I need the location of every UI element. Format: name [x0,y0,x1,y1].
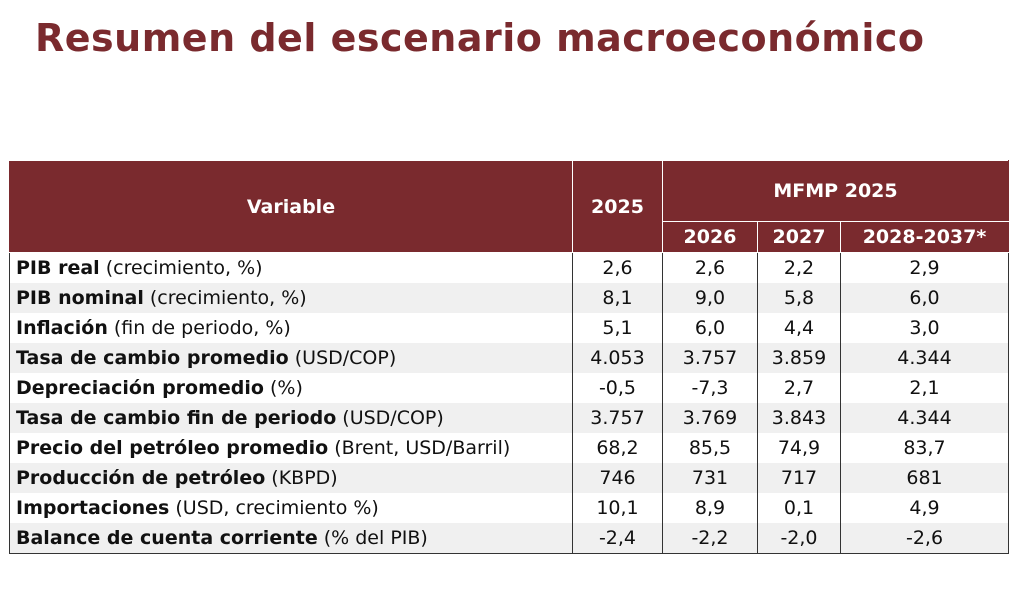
header-mfmp-group: MFMP 2025 [661,160,1010,222]
table-row: Importaciones (USD, crecimiento %) 10,1 … [9,493,1010,523]
header-year-2028-2037: 2028-2037* [839,221,1010,253]
value-2025: 8,1 [572,283,663,313]
page-title: Resumen del escenario macroeconómico [35,16,925,60]
value-2025: 3.757 [572,403,663,433]
value-2027: 2,7 [757,373,841,403]
row-label: Importaciones (USD, crecimiento %) [9,493,573,523]
row-label: Inflación (fin de periodo, %) [9,313,573,343]
variable-unit: (Brent, USD/Barril) [328,437,511,459]
table-row: Precio del petróleo promedio (Brent, USD… [9,433,1010,463]
value-2028-2037: 4,9 [839,493,1010,523]
variable-unit: (crecimiento, %) [99,257,263,279]
variable-unit: (fin de periodo, %) [107,317,291,339]
table-row: Inflación (fin de periodo, %) 5,1 6,0 4,… [9,313,1010,343]
variable-unit: (KBPD) [265,467,338,489]
value-2025: 5,1 [572,313,663,343]
variable-unit: (USD/COP) [288,347,397,369]
header-year-2026: 2026 [662,221,758,253]
value-2026: 3.769 [662,403,758,433]
variable-name: Importaciones [16,497,170,519]
variable-unit: (USD/COP) [336,407,444,429]
row-label: Producción de petróleo (KBPD) [9,463,573,493]
variable-name: Tasa de cambio promedio [16,347,289,369]
row-label: PIB real (crecimiento, %) [9,252,573,283]
value-2026: 3.757 [662,343,758,373]
variable-name: Producción de petróleo [16,467,266,489]
table-row: Tasa de cambio fin de periodo (USD/COP) … [9,403,1010,433]
variable-name: PIB real [16,257,100,279]
value-2027: 3.859 [757,343,841,373]
value-2026: 2,6 [662,252,758,283]
value-2025: -2,4 [572,523,663,554]
value-2028-2037: 2,9 [839,252,1010,283]
header-variable: Variable [9,160,573,253]
variable-name: PIB nominal [16,287,144,309]
header-year-2027: 2027 [757,221,841,253]
value-2027: 3.843 [757,403,841,433]
variable-unit: (crecimiento, %) [143,287,307,309]
value-2025: 4.053 [572,343,663,373]
value-2027: 5,8 [757,283,841,313]
table-row: PIB nominal (crecimiento, %) 8,1 9,0 5,8… [9,283,1010,313]
value-2027: 4,4 [757,313,841,343]
value-2028-2037: 83,7 [839,433,1010,463]
value-2028-2037: 2,1 [839,373,1010,403]
value-2027: 717 [757,463,841,493]
row-label: PIB nominal (crecimiento, %) [9,283,573,313]
value-2026: -7,3 [662,373,758,403]
value-2027: 2,2 [757,252,841,283]
variable-unit: (USD, crecimiento %) [169,497,379,519]
value-2028-2037: 681 [839,463,1010,493]
value-2026: 8,9 [662,493,758,523]
value-2027: 0,1 [757,493,841,523]
row-label: Tasa de cambio promedio (USD/COP) [9,343,573,373]
header-year-2025: 2025 [572,160,663,253]
variable-unit: (%) [263,377,303,399]
variable-name: Inflación [16,317,108,339]
value-2025: 746 [572,463,663,493]
value-2026: 9,0 [662,283,758,313]
table-row: PIB real (crecimiento, %) 2,6 2,6 2,2 2,… [9,252,1010,283]
value-2026: 85,5 [662,433,758,463]
table-row: Producción de petróleo (KBPD) 746 731 71… [9,463,1010,493]
row-label: Depreciación promedio (%) [9,373,573,403]
value-2028-2037: 3,0 [839,313,1010,343]
table-row: Balance de cuenta corriente (% del PIB) … [9,523,1010,554]
variable-name: Precio del petróleo promedio [16,437,329,459]
value-2025: 2,6 [572,252,663,283]
variable-unit: (% del PIB) [317,527,428,549]
value-2027: -2,0 [757,523,841,554]
macro-scenario-table: Variable 2025 MFMP 2025 2026 2027 2028-2… [9,160,1010,554]
value-2026: 731 [662,463,758,493]
row-label: Tasa de cambio fin de periodo (USD/COP) [9,403,573,433]
variable-name: Balance de cuenta corriente [16,527,318,549]
value-2028-2037: 6,0 [839,283,1010,313]
value-2026: -2,2 [662,523,758,554]
value-2028-2037: 4.344 [839,343,1010,373]
value-2025: 68,2 [572,433,663,463]
table-row: Depreciación promedio (%) -0,5 -7,3 2,7 … [9,373,1010,403]
value-2028-2037: 4.344 [839,403,1010,433]
row-label: Precio del petróleo promedio (Brent, USD… [9,433,573,463]
value-2025: 10,1 [572,493,663,523]
table-row: Tasa de cambio promedio (USD/COP) 4.053 … [9,343,1010,373]
variable-name: Tasa de cambio fin de periodo [16,407,337,429]
value-2026: 6,0 [662,313,758,343]
row-label: Balance de cuenta corriente (% del PIB) [9,523,573,554]
value-2028-2037: -2,6 [839,523,1010,554]
value-2025: -0,5 [572,373,663,403]
variable-name: Depreciación promedio [16,377,264,399]
value-2027: 74,9 [757,433,841,463]
